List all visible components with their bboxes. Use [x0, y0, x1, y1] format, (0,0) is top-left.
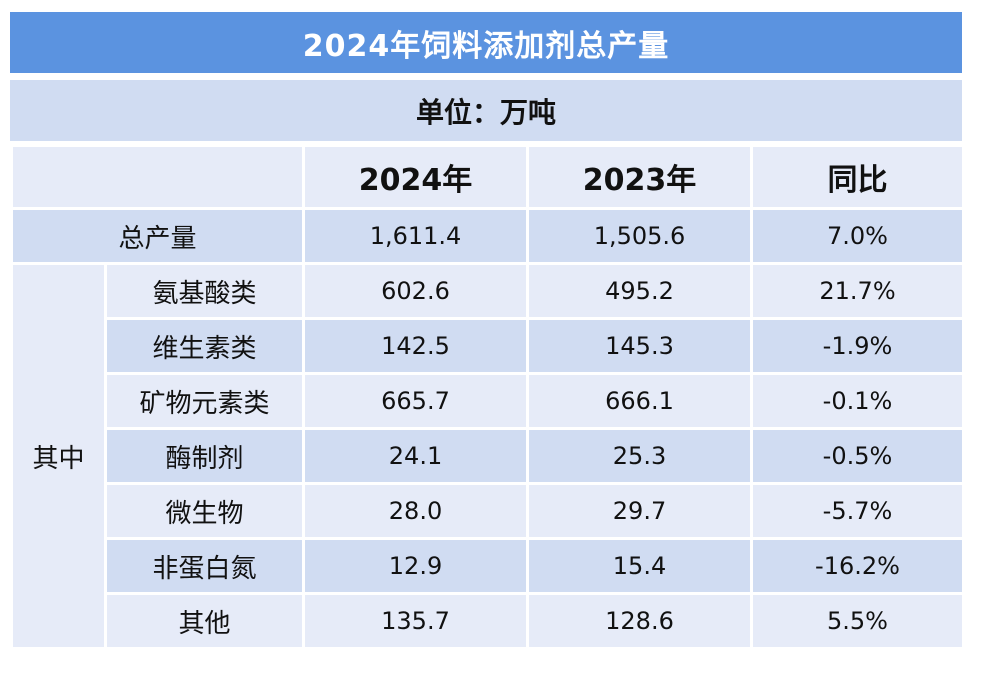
table-title: 2024年饲料添加剂总产量 — [10, 12, 962, 73]
row-2024: 24.1 — [302, 427, 529, 485]
row-yoy: -5.7% — [750, 482, 965, 540]
total-yoy: 7.0% — [750, 207, 965, 265]
row-2024: 12.9 — [302, 537, 529, 595]
row-label: 氨基酸类 — [104, 262, 305, 320]
row-yoy: -0.1% — [750, 372, 965, 430]
total-label: 总产量 — [10, 207, 305, 265]
row-yoy: 21.7% — [750, 262, 965, 320]
table-row: 微生物 28.0 29.7 -5.7% — [12, 482, 965, 540]
row-2023: 495.2 — [526, 262, 753, 320]
row-label: 微生物 — [104, 482, 305, 540]
header-2024: 2024年 — [302, 144, 529, 210]
table-row: 矿物元素类 665.7 666.1 -0.1% — [12, 372, 965, 430]
table-row: 维生素类 142.5 145.3 -1.9% — [12, 317, 965, 375]
group-label: 其中 — [10, 262, 107, 650]
row-2024: 135.7 — [302, 592, 529, 650]
row-label: 非蛋白氮 — [104, 537, 305, 595]
row-2024: 28.0 — [302, 482, 529, 540]
feed-additive-table: 2024年 2023年 同比 总产量 1,611.4 1,505.6 7.0% … — [10, 144, 965, 650]
row-label: 矿物元素类 — [104, 372, 305, 430]
row-2024: 602.6 — [302, 262, 529, 320]
row-2023: 25.3 — [526, 427, 753, 485]
header-2023: 2023年 — [526, 144, 753, 210]
header-row: 2024年 2023年 同比 — [10, 144, 965, 210]
row-yoy: -1.9% — [750, 317, 965, 375]
row-label: 维生素类 — [104, 317, 305, 375]
table-row: 酶制剂 24.1 25.3 -0.5% — [12, 427, 965, 485]
table-row: 非蛋白氮 12.9 15.4 -16.2% — [12, 537, 965, 595]
row-label: 其他 — [104, 592, 305, 650]
row-2023: 29.7 — [526, 482, 753, 540]
row-yoy: 5.5% — [750, 592, 965, 650]
row-2023: 15.4 — [526, 537, 753, 595]
table-row: 其中 氨基酸类 602.6 495.2 21.7% — [10, 262, 965, 650]
table-row: 其他 135.7 128.6 5.5% — [12, 592, 965, 650]
header-blank — [10, 144, 305, 210]
unit-label: 单位：万吨 — [10, 80, 962, 141]
row-yoy: -16.2% — [750, 537, 965, 595]
row-2023: 666.1 — [526, 372, 753, 430]
header-yoy: 同比 — [750, 144, 965, 210]
total-2023: 1,505.6 — [526, 207, 753, 265]
total-row: 总产量 1,611.4 1,505.6 7.0% — [10, 207, 965, 265]
row-2024: 665.7 — [302, 372, 529, 430]
total-2024: 1,611.4 — [302, 207, 529, 265]
row-2023: 128.6 — [526, 592, 753, 650]
row-2024: 142.5 — [302, 317, 529, 375]
row-yoy: -0.5% — [750, 427, 965, 485]
row-label: 酶制剂 — [104, 427, 305, 485]
row-2023: 145.3 — [526, 317, 753, 375]
